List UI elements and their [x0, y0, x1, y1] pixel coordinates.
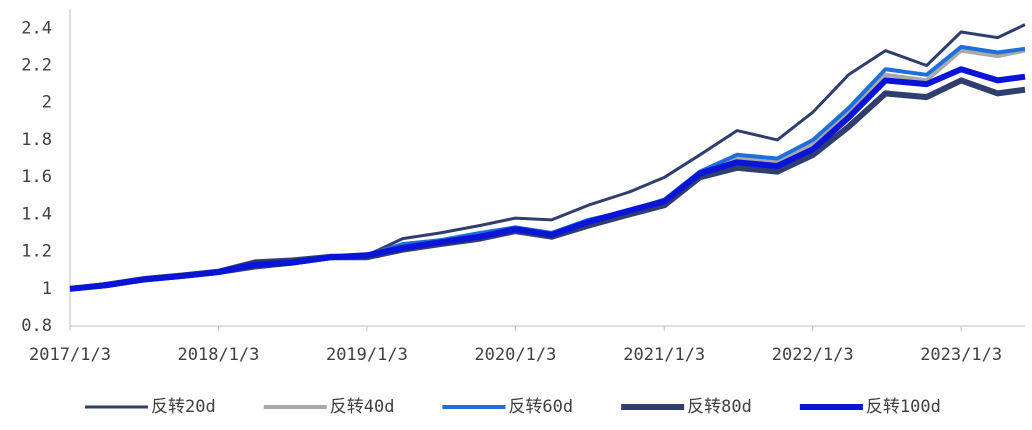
y-tick-label: 2.2 [21, 56, 52, 76]
x-tick-label: 2020/1/3 [474, 345, 556, 365]
x-tick-label: 2019/1/3 [326, 345, 408, 365]
legend-label: 反转60d [508, 397, 573, 417]
series-line [69, 23, 1026, 291]
legend-item: 反转20d [85, 397, 216, 417]
legend-item: 反转60d [442, 397, 573, 417]
y-tick-label: 2 [42, 93, 52, 113]
series-line [69, 66, 1026, 292]
y-tick-label: 1.2 [21, 242, 52, 262]
x-tick-label: 2022/1/3 [772, 345, 854, 365]
y-tick-label: 1.6 [21, 167, 52, 187]
x-tick-label: 2023/1/3 [920, 345, 1002, 365]
y-tick-label: 1 [42, 279, 52, 299]
legend-item: 反转100d [799, 397, 941, 417]
legend-label: 反转100d [866, 397, 941, 417]
legend-item: 反转40d [263, 397, 395, 417]
series-line [69, 77, 1026, 292]
y-tick-label: 0.8 [21, 316, 52, 336]
x-tick-label: 2017/1/3 [29, 345, 111, 365]
x-tick-label: 2018/1/3 [178, 345, 260, 365]
legend-label: 反转80d [687, 397, 752, 417]
legend-label: 反转40d [330, 397, 395, 417]
legend-label: 反转20d [151, 397, 216, 417]
y-tick-label: 1.8 [21, 130, 52, 150]
y-tick-label: 1.4 [21, 204, 52, 224]
y-tick-label: 2.4 [21, 18, 52, 38]
legend-item: 反转80d [621, 397, 752, 417]
x-tick-label: 2021/1/3 [623, 345, 705, 365]
